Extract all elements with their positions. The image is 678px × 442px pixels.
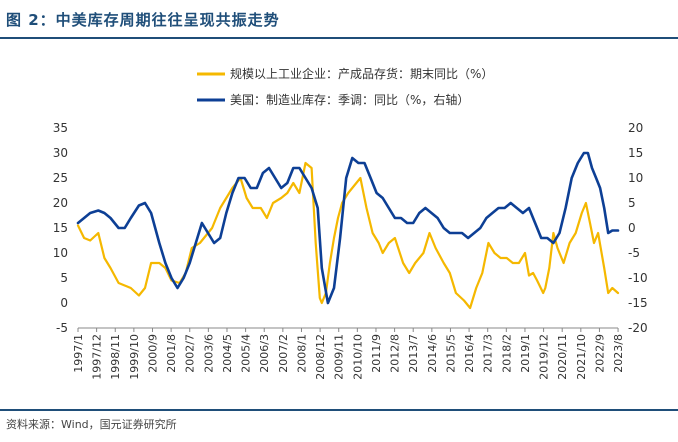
x-tick-label: 2023/8 [612,334,625,373]
x-tick-label: 2019/1 [519,334,532,373]
legend-us-label: 美国：制造业库存：季调：同比（%，右轴） [230,92,469,107]
left-tick-label: 15 [53,221,68,235]
right-tick-label: -5 [628,246,640,260]
right-tick-label: -15 [628,296,648,310]
x-tick-label: 2008/1 [295,334,308,373]
x-tick-label: 2004/5 [221,334,234,373]
x-tick-label: 2020/11 [556,334,569,380]
left-tick-label: 30 [53,146,68,160]
left-axis: -5 0 5 10 15 20 25 30 35 [53,121,68,335]
x-tick-label: 2010/10 [351,334,364,380]
x-tick-label: 2006/3 [258,334,271,373]
left-tick-label: 5 [60,271,68,285]
legend-china-label: 规模以上工业企业：产成品存货：期末同比（%） [230,66,493,81]
chart-area: 规模以上工业企业：产成品存货：期末同比（%） 美国：制造业库存：季调：同比（%，… [53,66,648,380]
x-tick-label: 2015/5 [444,334,457,373]
x-axis: 1997/1 1997/12 1998/11 1999/10 2000/9 2001/8 2… [72,328,625,380]
right-tick-label: 20 [628,121,643,135]
right-tick-label: 10 [628,171,643,185]
x-tick-label: 2003/6 [202,334,215,373]
left-tick-label: -5 [56,321,68,335]
top-rule [0,37,678,39]
right-tick-label: -10 [628,271,648,285]
x-tick-label: 2001/8 [165,334,178,373]
x-tick-label: 2012/8 [389,334,402,373]
right-axis: -20 -15 -10 -5 0 5 10 15 20 [628,121,648,335]
right-tick-label: 5 [628,196,636,210]
x-tick-label: 2016/4 [463,334,476,373]
x-tick-label: 2009/11 [333,334,346,380]
x-tick-label: 1998/11 [109,334,122,380]
series-group [76,151,620,310]
right-tick-label: 0 [628,221,636,235]
left-tick-label: 0 [60,296,68,310]
x-tick-label: 2002/7 [184,334,197,373]
x-tick-label: 2014/6 [426,334,439,373]
left-tick-label: 10 [53,246,68,260]
x-tick-label: 1997/1 [72,334,85,373]
x-tick-label: 2013/7 [407,334,420,373]
x-tick-label: 1997/12 [91,334,104,380]
x-tick-label: 2017/3 [482,334,495,373]
right-tick-label: -20 [628,321,648,335]
x-tick-label: 2022/9 [593,334,606,373]
bottom-rule [0,409,678,411]
right-tick-label: 15 [628,146,643,160]
left-tick-label: 35 [53,121,68,135]
x-tick-label: 2000/9 [146,334,159,373]
series-line-us-inventory [76,151,620,305]
source-note: 资料来源：Wind，国元证券研究所 [6,418,177,431]
x-tick-label: 2011/9 [370,334,383,373]
series-line-china-inventory [76,161,620,310]
figure-title: 图 2：中美库存周期往往呈现共振走势 [6,11,280,29]
x-tick-label: 2005/4 [240,334,253,373]
x-tick-label: 2019/12 [538,334,551,380]
left-tick-label: 20 [53,196,68,210]
legend: 规模以上工业企业：产成品存货：期末同比（%） 美国：制造业库存：季调：同比（%，… [197,66,493,107]
x-tick-label: 1999/10 [128,334,141,380]
x-tick-label: 2018/2 [500,334,513,373]
x-tick-label: 2021/10 [575,334,588,380]
x-tick-label: 2008/12 [314,334,327,380]
left-tick-label: 25 [53,171,68,185]
x-tick-label: 2007/2 [277,334,290,373]
